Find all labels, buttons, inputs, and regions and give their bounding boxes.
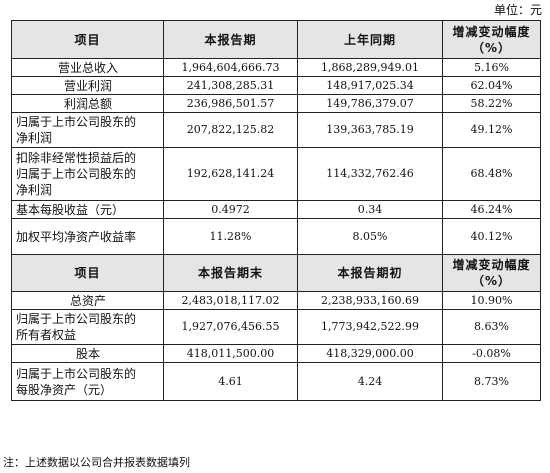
row-change: 46.24% bbox=[442, 200, 541, 219]
row-previous: 8.05% bbox=[297, 218, 443, 255]
table-row: 营业总收入 1,964,604,666.73 1,868,289,949.01 … bbox=[11, 58, 541, 77]
row-previous: 418,329,000.00 bbox=[297, 344, 443, 363]
row-previous: 149,786,379.07 bbox=[297, 94, 443, 113]
row-previous: 114,332,762.46 bbox=[297, 147, 443, 201]
row-current: 418,011,500.00 bbox=[163, 344, 298, 363]
row-item-line2: 所有者权益 bbox=[16, 328, 77, 342]
row-item: 营业总收入 bbox=[11, 58, 164, 77]
row-previous: 0.34 bbox=[297, 200, 443, 219]
row-current: 4.61 bbox=[163, 362, 298, 401]
row-previous: 2,238,933,160.69 bbox=[297, 291, 443, 310]
row-item-line3: 净利润 bbox=[16, 183, 53, 197]
row-item: 扣除非经常性损益后的 归属于上市公司股东的 净利润 bbox=[11, 147, 164, 201]
table-row: 股本 418,011,500.00 418,329,000.00 -0.08% bbox=[11, 344, 541, 363]
row-change: 5.16% bbox=[442, 58, 541, 77]
row-item: 股本 bbox=[11, 344, 164, 363]
row-item: 归属于上市公司股东的 所有者权益 bbox=[11, 309, 164, 345]
table-footnote: 注：上述数据以公司合并报表数据填列 bbox=[3, 456, 190, 469]
header-change-line1: 增减变动幅度 bbox=[452, 24, 531, 39]
row-item-line1: 归属于上市公司股东的 bbox=[16, 312, 137, 326]
row-item-line2: 净利润 bbox=[16, 131, 53, 145]
row-previous: 139,363,785.19 bbox=[297, 112, 443, 148]
header-period-end: 本报告期末 bbox=[163, 254, 298, 292]
financial-summary-table: 项目 本报告期 上年同期 增减变动幅度 （%） 营业总收入 1,964,604,… bbox=[11, 20, 541, 401]
table-header-row: 项目 本报告期末 本报告期初 增减变动幅度 （%） bbox=[11, 254, 541, 292]
row-current: 0.4972 bbox=[163, 200, 298, 219]
row-previous: 4.24 bbox=[297, 362, 443, 401]
row-change: 49.12% bbox=[442, 112, 541, 148]
row-current: 2,483,018,117.02 bbox=[163, 291, 298, 310]
row-item-line1: 扣除非经常性损益后的 bbox=[16, 151, 137, 165]
row-change: 62.04% bbox=[442, 76, 541, 95]
table-row: 基本每股收益（元） 0.4972 0.34 46.24% bbox=[11, 200, 541, 219]
row-item: 总资产 bbox=[11, 291, 164, 310]
table-row: 归属于上市公司股东的 净利润 207,822,125.82 139,363,78… bbox=[11, 112, 541, 148]
row-current: 236,986,501.57 bbox=[163, 94, 298, 113]
row-item-line1: 归属于上市公司股东的 bbox=[16, 366, 137, 381]
row-change: 8.73% bbox=[442, 362, 541, 401]
row-item: 归属于上市公司股东的 净利润 bbox=[11, 112, 164, 148]
row-change: 8.63% bbox=[442, 309, 541, 345]
row-previous: 1,773,942,522.99 bbox=[297, 309, 443, 345]
row-change: 10.90% bbox=[442, 291, 541, 310]
table-row: 归属于上市公司股东的 每股净资产（元） 4.61 4.24 8.73% bbox=[11, 362, 541, 401]
header-period-start: 本报告期初 bbox=[297, 254, 443, 292]
table-row: 加权平均净资产收益率 11.28% 8.05% 40.12% bbox=[11, 218, 541, 255]
header-change-rate: 增减变动幅度 （%） bbox=[442, 254, 541, 292]
row-current: 1,927,076,456.55 bbox=[163, 309, 298, 345]
header-item: 项目 bbox=[11, 254, 164, 292]
table-row: 扣除非经常性损益后的 归属于上市公司股东的 净利润 192,628,141.24… bbox=[11, 147, 541, 201]
table-row: 归属于上市公司股东的 所有者权益 1,927,076,456.55 1,773,… bbox=[11, 309, 541, 345]
row-change: -0.08% bbox=[442, 344, 541, 363]
row-current: 207,822,125.82 bbox=[163, 112, 298, 148]
header-change-rate: 增减变动幅度 （%） bbox=[442, 20, 541, 59]
row-change: 68.48% bbox=[442, 147, 541, 201]
row-current: 192,628,141.24 bbox=[163, 147, 298, 201]
row-item: 加权平均净资产收益率 bbox=[11, 218, 164, 255]
header-item: 项目 bbox=[11, 20, 164, 59]
header-current-period: 本报告期 bbox=[163, 20, 298, 59]
table-row: 营业利润 241,308,285.31 148,917,025.34 62.04… bbox=[11, 76, 541, 95]
unit-label: 单位：元 bbox=[493, 3, 542, 17]
row-item-line1: 归属于上市公司股东的 bbox=[16, 115, 137, 129]
header-change-line2: （%） bbox=[471, 274, 512, 288]
row-item: 利润总额 bbox=[11, 94, 164, 113]
row-item: 归属于上市公司股东的 每股净资产（元） bbox=[11, 362, 164, 401]
row-previous: 1,868,289,949.01 bbox=[297, 58, 443, 77]
row-current: 241,308,285.31 bbox=[163, 76, 298, 95]
table-row: 总资产 2,483,018,117.02 2,238,933,160.69 10… bbox=[11, 291, 541, 310]
row-change: 58.22% bbox=[442, 94, 541, 113]
row-change: 40.12% bbox=[442, 218, 541, 255]
row-current: 11.28% bbox=[163, 218, 298, 255]
row-item: 营业利润 bbox=[11, 76, 164, 95]
header-change-line1: 增减变动幅度 bbox=[452, 258, 531, 272]
table-header-row: 项目 本报告期 上年同期 增减变动幅度 （%） bbox=[11, 20, 541, 59]
row-item: 基本每股收益（元） bbox=[11, 200, 164, 219]
row-current: 1,964,604,666.73 bbox=[163, 58, 298, 77]
row-previous: 148,917,025.34 bbox=[297, 76, 443, 95]
table-row: 利润总额 236,986,501.57 149,786,379.07 58.22… bbox=[11, 94, 541, 113]
row-item-line2: 归属于上市公司股东的 bbox=[16, 167, 137, 181]
row-item-line2: 每股净资产（元） bbox=[16, 382, 113, 397]
header-change-line2: （%） bbox=[471, 40, 512, 55]
header-prior-period: 上年同期 bbox=[297, 20, 443, 59]
